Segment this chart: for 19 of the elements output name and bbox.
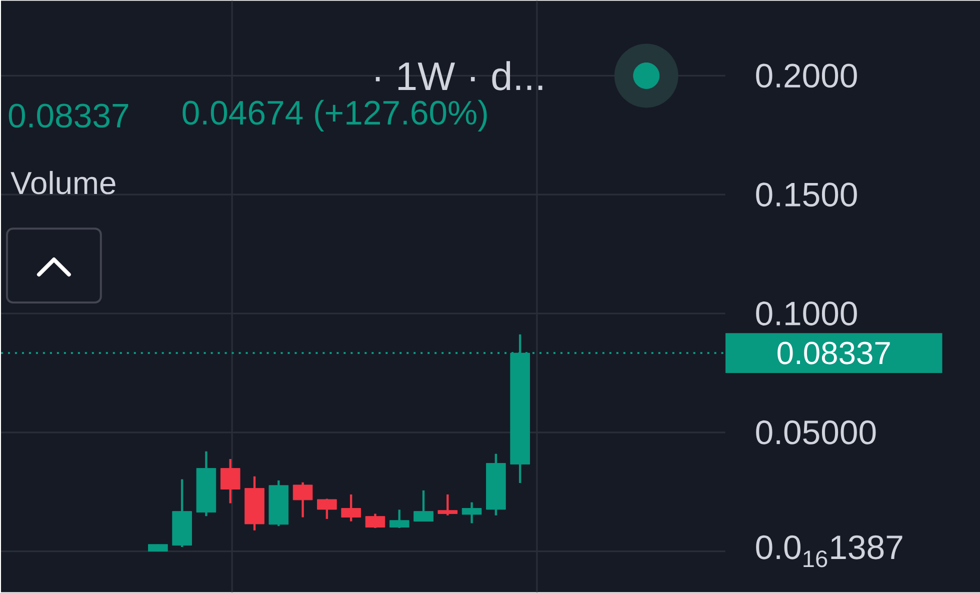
candlestick <box>365 512 386 530</box>
candlestick <box>414 489 434 522</box>
y-tick-label: 0.1500 <box>756 182 857 207</box>
candlestick <box>438 493 458 516</box>
annotation: 0.04674 (+127.60%) <box>182 100 487 132</box>
y-tick-label: 0.0$_{16}$1387 <box>756 535 902 568</box>
ref-line-label: 0.08337 <box>778 342 890 364</box>
annotation: 0.08337 <box>8 104 128 128</box>
annotation: Volume <box>10 170 116 194</box>
candlestick <box>292 481 313 518</box>
candlestick <box>389 508 410 530</box>
candlestick <box>317 498 337 520</box>
candlestick <box>341 493 361 522</box>
text: · 1W · d... <box>376 61 542 90</box>
candlestick <box>462 501 482 524</box>
candlestick <box>220 458 240 504</box>
y-tick-label: 0.05000 <box>756 420 876 444</box>
y-tick-label: 0.2000 <box>756 64 857 88</box>
y-tick-label: 0.1000 <box>756 302 857 326</box>
